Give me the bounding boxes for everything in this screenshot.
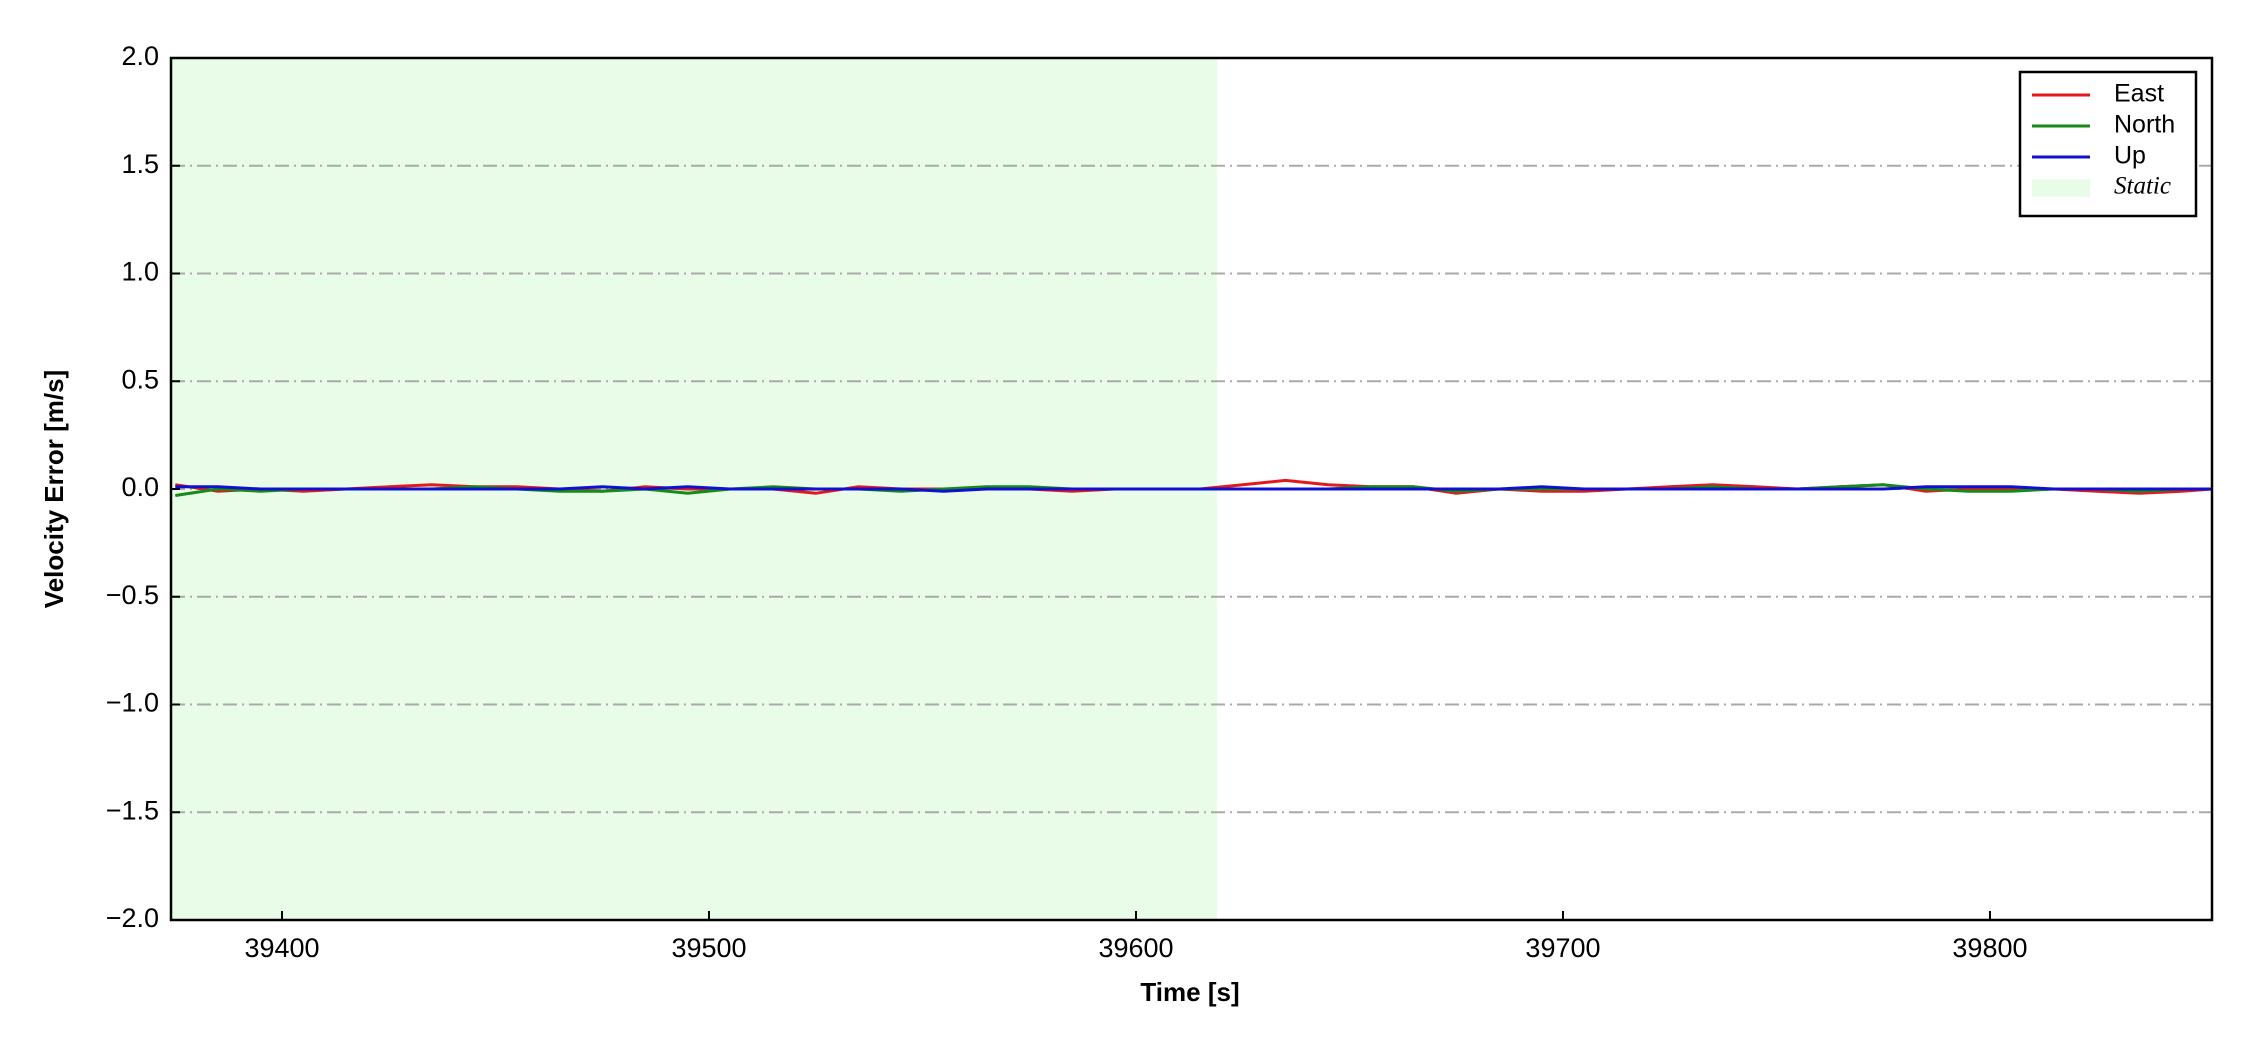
- x-tick-label: 39500: [671, 933, 746, 963]
- legend: East North Up Static: [2018, 70, 2198, 218]
- plot-frame: [169, 56, 2214, 922]
- x-tick-label: 39400: [244, 933, 319, 963]
- x-tick-label: 39700: [1525, 933, 1600, 963]
- y-tick-label: −1.5: [106, 795, 159, 825]
- y-tick-label: −0.5: [106, 580, 159, 610]
- x-tick-label: 39800: [1952, 933, 2027, 963]
- y-tick-label: −1.0: [106, 688, 159, 718]
- y-axis-label: Velocity Error [m/s]: [39, 370, 69, 608]
- legend-label: North: [2114, 111, 2175, 139]
- legend-swatch: [2032, 179, 2090, 197]
- legend-label: Up: [2114, 142, 2146, 170]
- legend-label: Static: [2114, 173, 2171, 200]
- x-axis-label: Time [s]: [1140, 977, 1239, 1007]
- y-tick-label: 2.0: [121, 41, 159, 71]
- y-tick-label: −2.0: [106, 903, 159, 933]
- x-tick-label: 39600: [1098, 933, 1173, 963]
- legend-label: East: [2114, 80, 2164, 108]
- series-line: [175, 485, 2212, 493]
- y-tick-label: 1.0: [121, 257, 159, 287]
- y-tick-label: 0.5: [121, 364, 159, 394]
- y-tick-label: 0.0: [121, 472, 159, 502]
- y-tick-label: 1.5: [121, 149, 159, 179]
